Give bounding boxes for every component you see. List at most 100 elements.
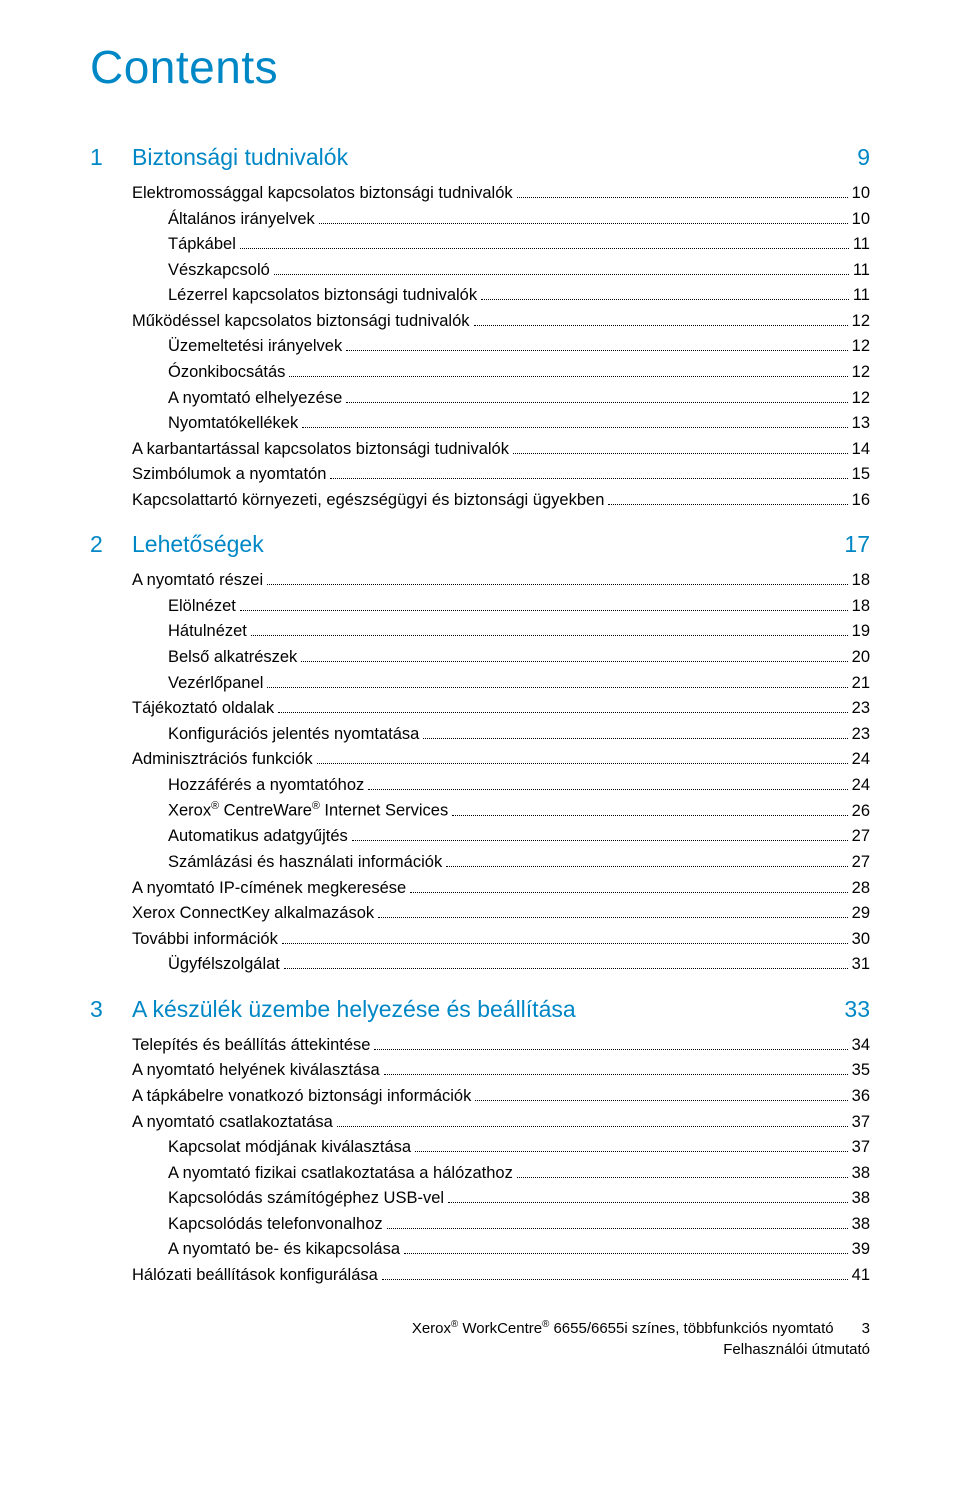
- toc-entry-page: 36: [852, 1084, 870, 1110]
- toc-entry-page: 10: [852, 207, 870, 233]
- toc-entry-text: Xerox ConnectKey alkalmazások: [132, 901, 374, 927]
- toc-entry[interactable]: A nyomtató csatlakoztatása37: [132, 1110, 870, 1136]
- toc-leader: [378, 917, 848, 918]
- toc-entry[interactable]: A nyomtató be- és kikapcsolása39: [132, 1237, 870, 1263]
- toc-entry-page: 38: [852, 1212, 870, 1238]
- toc-entry[interactable]: Vészkapcsoló11: [132, 258, 870, 284]
- toc-entry[interactable]: A tápkábelre vonatkozó biztonsági inform…: [132, 1084, 870, 1110]
- toc-entry[interactable]: A nyomtató helyének kiválasztása35: [132, 1058, 870, 1084]
- toc-entry[interactable]: Kapcsolódás számítógéphez USB-vel38: [132, 1186, 870, 1212]
- toc-entry-page: 19: [852, 619, 870, 645]
- toc-entry[interactable]: Ózonkibocsátás 12: [132, 360, 870, 386]
- toc-entry-text: Elölnézet: [168, 594, 236, 620]
- toc-leader: [319, 223, 848, 224]
- toc-entry-text: A nyomtató részei: [132, 568, 263, 594]
- toc-entry[interactable]: Kapcsolódás telefonvonalhoz 38: [132, 1212, 870, 1238]
- section-number: 3: [90, 996, 132, 1023]
- toc-section-entries: Elektromossággal kapcsolatos biztonsági …: [90, 181, 870, 513]
- toc-entry[interactable]: Elektromossággal kapcsolatos biztonsági …: [132, 181, 870, 207]
- toc-entry-text: Telepítés és beállítás áttekintése: [132, 1033, 370, 1059]
- toc-entry-text: Tápkábel: [168, 232, 236, 258]
- toc-section-heading[interactable]: 2Lehetőségek17: [90, 531, 870, 558]
- toc-entry[interactable]: A nyomtató részei18: [132, 568, 870, 594]
- toc-entry-text: A nyomtató fizikai csatlakoztatása a hál…: [168, 1161, 513, 1187]
- toc-entry-page: 12: [852, 334, 870, 360]
- toc-entry-text: Kapcsolattartó környezeti, egészségügyi …: [132, 488, 604, 514]
- toc-section-entries: Telepítés és beállítás áttekintése34A ny…: [90, 1033, 870, 1289]
- toc-entry[interactable]: A karbantartással kapcsolatos biztonsági…: [132, 437, 870, 463]
- toc-leader: [415, 1151, 848, 1152]
- toc-entry[interactable]: Szimbólumok a nyomtatón 15: [132, 462, 870, 488]
- toc-entry-text: Lézerrel kapcsolatos biztonsági tudnival…: [168, 283, 477, 309]
- toc-section-heading[interactable]: 1Biztonsági tudnivalók9: [90, 144, 870, 171]
- toc-section-heading[interactable]: 3A készülék üzembe helyezése és beállítá…: [90, 996, 870, 1023]
- toc-entry[interactable]: Számlázási és használati információk27: [132, 850, 870, 876]
- toc-entry-page: 24: [852, 747, 870, 773]
- section-page: 9: [857, 144, 870, 171]
- toc-entry[interactable]: Adminisztrációs funkciók24: [132, 747, 870, 773]
- toc-entry-page: 34: [852, 1033, 870, 1059]
- toc-leader: [387, 1228, 848, 1229]
- toc-leader: [301, 661, 847, 662]
- toc-entry-page: 15: [852, 462, 870, 488]
- toc-leader: [517, 197, 848, 198]
- toc-entry-page: 38: [852, 1161, 870, 1187]
- toc-entry[interactable]: Hálózati beállítások konfigurálása41: [132, 1263, 870, 1289]
- toc-entry[interactable]: Tápkábel11: [132, 232, 870, 258]
- toc-entry[interactable]: Hátulnézet 19: [132, 619, 870, 645]
- toc-leader: [240, 610, 848, 611]
- toc-entry-page: 10: [852, 181, 870, 207]
- toc-entry-page: 20: [852, 645, 870, 671]
- toc-entry-text: Vészkapcsoló: [168, 258, 270, 284]
- section-title: Biztonsági tudnivalók: [132, 144, 847, 171]
- toc-entry-text: Szimbólumok a nyomtatón: [132, 462, 326, 488]
- toc-entry[interactable]: Ügyfélszolgálat31: [132, 952, 870, 978]
- toc-entry-page: 23: [852, 696, 870, 722]
- section-title: Lehetőségek: [132, 531, 834, 558]
- toc-entry-text: Kapcsolódás telefonvonalhoz: [168, 1212, 383, 1238]
- toc-entry-text: A tápkábelre vonatkozó biztonsági inform…: [132, 1084, 471, 1110]
- toc-entry-page: 38: [852, 1186, 870, 1212]
- toc-entry[interactable]: Belső alkatrészek20: [132, 645, 870, 671]
- toc-entry[interactable]: Hozzáférés a nyomtatóhoz24: [132, 773, 870, 799]
- toc-entry-page: 37: [852, 1135, 870, 1161]
- toc-entry-page: 12: [852, 360, 870, 386]
- toc-entry[interactable]: Nyomtatókellékek13: [132, 411, 870, 437]
- toc-leader: [317, 763, 848, 764]
- toc-entry-text: További információk: [132, 927, 278, 953]
- toc-leader: [446, 866, 847, 867]
- toc-entry[interactable]: Működéssel kapcsolatos biztonsági tudniv…: [132, 309, 870, 335]
- toc-entry[interactable]: Tájékoztató oldalak23: [132, 696, 870, 722]
- toc-entry[interactable]: A nyomtató fizikai csatlakoztatása a hál…: [132, 1161, 870, 1187]
- toc-entry[interactable]: Xerox ConnectKey alkalmazások29: [132, 901, 870, 927]
- toc-entry[interactable]: Xerox® CentreWare® Internet Services26: [132, 798, 870, 824]
- toc-entry[interactable]: Lézerrel kapcsolatos biztonsági tudnival…: [132, 283, 870, 309]
- contents-title: Contents: [90, 40, 870, 94]
- toc-entry[interactable]: Általános irányelvek10: [132, 207, 870, 233]
- toc-leader: [302, 427, 847, 428]
- toc-entry-text: A karbantartással kapcsolatos biztonsági…: [132, 437, 509, 463]
- toc-leader: [404, 1253, 848, 1254]
- toc-leader: [267, 584, 847, 585]
- toc-entry-text: Nyomtatókellékek: [168, 411, 298, 437]
- toc-entry[interactable]: Konfigurációs jelentés nyomtatása23: [132, 722, 870, 748]
- toc-entry[interactable]: A nyomtató IP-címének megkeresése28: [132, 876, 870, 902]
- toc-leader: [284, 968, 848, 969]
- toc-entry[interactable]: Kapcsolat módjának kiválasztása37: [132, 1135, 870, 1161]
- toc-leader: [374, 1049, 847, 1050]
- toc-entry[interactable]: A nyomtató elhelyezése12: [132, 386, 870, 412]
- toc-entry-text: Xerox® CentreWare® Internet Services: [168, 798, 448, 824]
- toc-entry[interactable]: Elölnézet18: [132, 594, 870, 620]
- toc-entry[interactable]: További információk30: [132, 927, 870, 953]
- toc-leader: [274, 274, 849, 275]
- toc-entry[interactable]: Üzemeltetési irányelvek12: [132, 334, 870, 360]
- toc-leader: [448, 1202, 848, 1203]
- footer-subtitle: Felhasználói útmutató: [90, 1339, 870, 1360]
- toc-entry[interactable]: Vezérlőpanel21: [132, 671, 870, 697]
- toc-entry-text: Ózonkibocsátás: [168, 360, 285, 386]
- toc-leader: [513, 453, 848, 454]
- toc-entry[interactable]: Automatikus adatgyűjtés27: [132, 824, 870, 850]
- toc-entry-text: Hátulnézet: [168, 619, 247, 645]
- toc-entry[interactable]: Telepítés és beállítás áttekintése 34: [132, 1033, 870, 1059]
- toc-entry[interactable]: Kapcsolattartó környezeti, egészségügyi …: [132, 488, 870, 514]
